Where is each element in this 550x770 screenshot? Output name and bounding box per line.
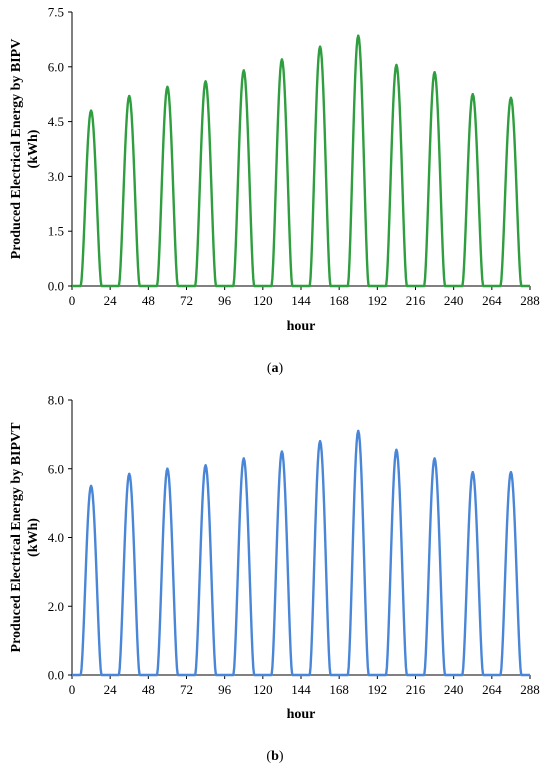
data-point-day-1	[89, 484, 93, 488]
x-tick-label: 216	[406, 293, 426, 308]
x-tick-label: 192	[368, 293, 388, 308]
x-tick-label: 240	[444, 293, 464, 308]
x-tick-label: 240	[444, 682, 464, 697]
y-tick-label: 7.5	[48, 5, 64, 20]
x-tick-label: 264	[482, 293, 502, 308]
data-point-day-9	[395, 448, 398, 452]
x-tick-label: 264	[482, 682, 502, 697]
x-tick-label: 48	[142, 293, 155, 308]
x-tick-label: 168	[329, 682, 349, 697]
data-point-day-5	[242, 69, 245, 72]
x-tick-label: 24	[104, 293, 118, 308]
data-point-day-4	[204, 80, 207, 83]
y-tick-label: 6.0	[48, 461, 64, 476]
x-tick-label: 144	[291, 682, 311, 697]
y-axis-title-line1: Produced Electrical Energy by BIPVT	[9, 422, 24, 653]
y-tick-label: 8.0	[48, 393, 64, 408]
x-axis-title: hour	[287, 319, 316, 334]
series-line	[71, 429, 531, 677]
data-point-day-3	[166, 85, 169, 89]
data-point-day-12	[509, 470, 513, 474]
y-tick-label: 4.5	[48, 114, 64, 129]
x-tick-label: 0	[69, 293, 76, 308]
data-point-day-6	[280, 450, 284, 453]
data-point-day-5	[242, 457, 245, 460]
x-tick-label: 120	[253, 293, 273, 308]
data-point-day-8	[357, 34, 360, 37]
y-axis-title-line1: Produced Electrical Energy by BIPV	[9, 39, 24, 260]
data-point-day-10	[433, 457, 436, 460]
x-tick-label: 72	[180, 293, 193, 308]
y-axis-title-line2: (kWh)	[26, 518, 41, 557]
data-point-day-7	[318, 440, 322, 443]
data-point-day-7	[318, 45, 322, 48]
data-point-day-12	[509, 96, 513, 100]
data-point-day-10	[433, 71, 436, 74]
y-tick-label: 4.0	[48, 530, 64, 545]
x-tick-label: 24	[104, 682, 118, 697]
data-point-day-3	[166, 467, 169, 470]
x-tick-label: 192	[368, 682, 388, 697]
x-tick-label: 96	[218, 293, 232, 308]
x-tick-label: 0	[69, 682, 76, 697]
x-tick-label: 168	[329, 293, 349, 308]
panel-label: (b)	[266, 749, 283, 764]
data-point-day-2	[128, 94, 131, 98]
data-point-day-6	[280, 58, 284, 61]
y-tick-label: 0.0	[48, 279, 64, 294]
x-tick-label: 72	[180, 682, 193, 697]
y-tick-label: 0.0	[48, 668, 64, 683]
data-point-day-1	[89, 109, 93, 112]
x-axis-title: hour	[287, 707, 316, 722]
data-point-day-9	[395, 63, 398, 67]
chart-panel-b: 0 24 48 72 96 120 144 168 192 216 240 264 288 0.0 2.0 4…	[9, 393, 540, 765]
y-tick-label: 2.0	[48, 599, 64, 614]
y-tick-label: 3.0	[48, 169, 64, 184]
x-tick-label: 288	[520, 682, 540, 697]
x-tick-label: 96	[218, 682, 232, 697]
data-point-day-11	[471, 470, 474, 474]
y-tick-label: 1.5	[48, 224, 64, 239]
chart-panel-a: 0 24 48 72 96 120 144 168 192 216 240 264 288 0.0 1.5 3…	[9, 5, 540, 377]
data-point-day-2	[128, 472, 131, 476]
x-tick-label: 144	[291, 293, 311, 308]
x-tick-label: 120	[253, 682, 273, 697]
data-point-day-11	[471, 93, 474, 96]
x-tick-label: 48	[142, 682, 155, 697]
series-line	[71, 34, 531, 288]
data-point-day-8	[357, 429, 360, 433]
panel-label: (a)	[267, 361, 284, 376]
y-tick-label: 6.0	[48, 59, 64, 74]
x-tick-label: 288	[520, 293, 540, 308]
x-tick-label: 216	[406, 682, 426, 697]
data-point-day-4	[204, 464, 207, 467]
y-axis-title-line2: (kWh)	[26, 129, 41, 168]
